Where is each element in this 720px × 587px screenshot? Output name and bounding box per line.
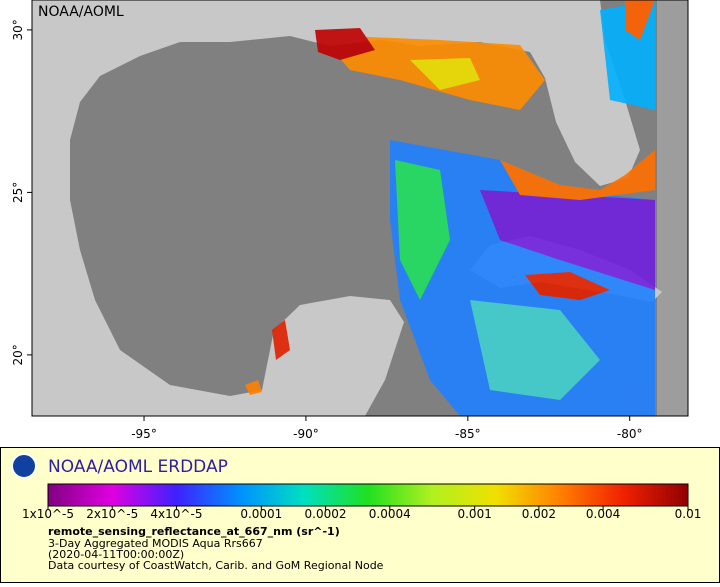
y-tick-label: 30° <box>11 19 25 40</box>
legend-line: (2020-04-11T00:00:00Z) <box>48 548 184 561</box>
axes: -95° -90° -85° -80° 20° 25° 30° <box>11 19 643 441</box>
colorbar-tick-label: 0.0001 <box>240 507 282 521</box>
colorbar <box>47 483 689 507</box>
colorbar-tick-label: 0.001 <box>457 507 491 521</box>
legend-line: 3-Day Aggregated MODIS Aqua Rrs667 <box>48 537 263 550</box>
colorbar-tick-label: 0.002 <box>522 507 556 521</box>
noaa-logo <box>11 453 37 479</box>
colorbar-tick-label: 2x10^-5 <box>86 507 138 521</box>
map-frame <box>31 0 689 417</box>
colorbar-tick-label: 0.0004 <box>369 507 411 521</box>
colorbar-ticks: 1x10^-5 2x10^-5 4x10^-5 0.0001 0.0002 0.0004 0… <box>22 506 701 521</box>
colorbar-tick-label: 0.004 <box>586 507 620 521</box>
land <box>32 0 640 416</box>
colorbar-tick-label: 0.0002 <box>305 507 347 521</box>
legend-background <box>0 447 720 583</box>
x-tick-label: -90° <box>293 427 319 441</box>
x-tick-label: -85° <box>455 427 481 441</box>
x-tick-label: -80° <box>617 427 643 441</box>
legend-line: Data courtesy of CoastWatch, Carib. and … <box>48 559 384 572</box>
colorbar-tick-label: 4x10^-5 <box>150 507 202 521</box>
y-tick-label: 20° <box>11 344 25 365</box>
y-tick-label: 25° <box>11 182 25 203</box>
variable-name: remote_sensing_reflectance_at_667_nm (sr… <box>48 525 340 538</box>
noaa-logo <box>12 454 36 478</box>
x-tick-label: -95° <box>131 427 157 441</box>
satellite-swath <box>245 0 655 416</box>
legend-panel: NOAA/AOML ERDDAP 1x10^-5 2x10^-5 4x10^-5 0.… <box>0 447 720 583</box>
map-credit: NOAA/AOML <box>38 4 124 20</box>
map-area: NOAA/AOML <box>31 0 689 417</box>
land <box>657 0 688 416</box>
colorbar-tick-label: 0.01 <box>675 507 702 521</box>
legend-title: NOAA/AOML ERDDAP <box>48 457 228 477</box>
colorbar-tick-label: 1x10^-5 <box>22 507 74 521</box>
